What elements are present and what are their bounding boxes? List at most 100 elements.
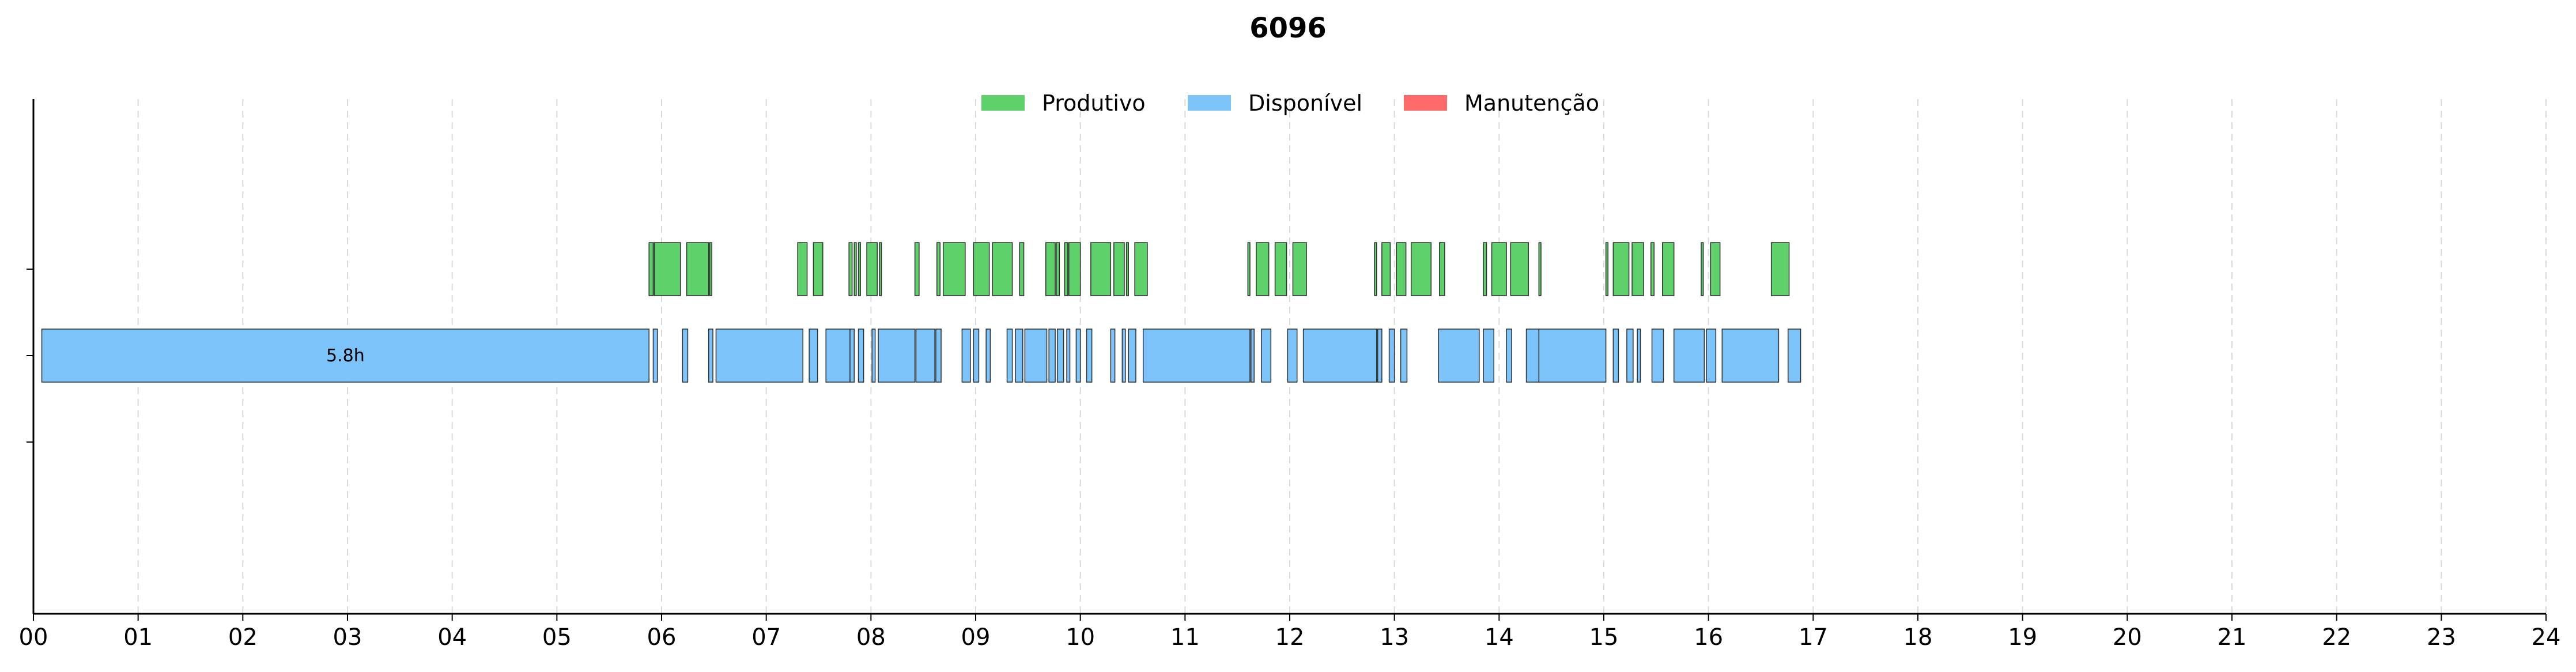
bar-produtivo xyxy=(1701,242,1704,296)
bar-produtivo xyxy=(1056,242,1060,296)
x-tick-label: 14 xyxy=(1485,624,1514,651)
bar-produtivo xyxy=(848,242,853,296)
bar-disponível xyxy=(878,329,916,383)
bar-produtivo xyxy=(879,242,882,296)
bar-disponível xyxy=(1483,329,1494,383)
bar-produtivo xyxy=(1274,242,1287,296)
bar-disponível xyxy=(1128,329,1136,383)
bar-produtivo xyxy=(1381,242,1391,296)
x-tick-label: 10 xyxy=(1066,624,1095,651)
bar-produtivo xyxy=(1292,242,1307,296)
x-tick-label: 02 xyxy=(228,624,258,651)
x-tick-label: 13 xyxy=(1380,624,1409,651)
bar-disponível xyxy=(849,329,855,383)
bar-disponível xyxy=(1024,329,1048,383)
bar-disponível xyxy=(1706,329,1717,383)
bar-disponível xyxy=(708,329,713,383)
bar-disponível xyxy=(1438,329,1480,383)
x-tick-label: 09 xyxy=(961,624,991,651)
bar-disponível xyxy=(1110,329,1116,383)
bar-produtivo xyxy=(1396,242,1407,296)
x-tick-label: 06 xyxy=(647,624,677,651)
bar-disponível xyxy=(1525,329,1540,383)
bar-produtivo xyxy=(1068,242,1081,296)
bar-disponível xyxy=(1626,329,1634,383)
bar-disponível xyxy=(1142,329,1251,383)
bar-disponível xyxy=(1506,329,1512,383)
bar-disponível xyxy=(1261,329,1272,383)
x-tick-label: 00 xyxy=(19,624,48,651)
bar-produtivo xyxy=(1247,242,1251,296)
bar-disponível xyxy=(1787,329,1801,383)
x-ticks: 00 01 02 03 04 05 06 07 08 09 10 11 12 13 14 15 16 17 18 19… xyxy=(19,614,2561,651)
bar-disponível xyxy=(1377,329,1383,383)
x-tick-label: 20 xyxy=(2113,624,2142,651)
bar-disponível xyxy=(1400,329,1408,383)
x-tick-label: 16 xyxy=(1694,624,1723,651)
bar-duration-label: 5.8h xyxy=(326,346,365,366)
legend-label: Manutenção xyxy=(1464,90,1599,116)
legend-swatch-manutenção xyxy=(1404,95,1447,111)
bar-disponível xyxy=(1048,329,1056,383)
x-tick-label: 24 xyxy=(2532,624,2561,651)
x-tick-label: 11 xyxy=(1170,624,1200,651)
legend: Produtivo Disponível Manutenção xyxy=(981,90,1599,116)
bar-disponível xyxy=(1251,329,1255,383)
bar-disponível xyxy=(985,329,991,383)
bar-disponível xyxy=(973,329,980,383)
bar-produtivo xyxy=(1134,242,1148,296)
bar-produtivo xyxy=(1064,242,1068,296)
legend-swatch-produtivo xyxy=(981,95,1025,111)
bar-produtivo xyxy=(914,242,920,296)
x-tick-label: 08 xyxy=(856,624,886,651)
bar-disponível xyxy=(652,329,658,383)
legend-label: Produtivo xyxy=(1042,90,1146,116)
bar-disponível xyxy=(1612,329,1619,383)
bar-produtivo xyxy=(1538,242,1542,296)
bar-disponível xyxy=(1121,329,1126,383)
bar-produtivo xyxy=(648,242,654,296)
bar-disponível xyxy=(1651,329,1664,383)
bar-produtivo xyxy=(1256,242,1270,296)
bar-produtivo xyxy=(1770,242,1790,296)
bar-disponível xyxy=(1075,329,1081,383)
bar-produtivo xyxy=(1510,242,1529,296)
bar-produtivo xyxy=(1710,242,1721,296)
bar-disponível xyxy=(961,329,971,383)
y-ticks xyxy=(27,269,33,443)
bar-produtivo xyxy=(654,242,681,296)
bar-disponível xyxy=(1302,329,1377,383)
bar-produtivo xyxy=(686,242,709,296)
bar-produtivo xyxy=(942,242,966,296)
bar-produtivo xyxy=(1410,242,1432,296)
x-tick-label: 23 xyxy=(2427,624,2456,651)
bar-produtivo xyxy=(1045,242,1056,296)
bar-produtivo xyxy=(1374,242,1377,296)
bar-disponível xyxy=(1538,329,1607,383)
bar-produtivo xyxy=(1491,242,1507,296)
chart-title: 6096 xyxy=(1249,12,1327,44)
bar-produtivo xyxy=(1125,242,1129,296)
bar-disponível xyxy=(915,329,935,383)
legend-label: Disponível xyxy=(1248,90,1362,116)
bar-disponível xyxy=(1287,329,1298,383)
bar-disponível xyxy=(825,329,851,383)
bars-layer: 5.8h xyxy=(41,242,1801,383)
x-tick-label: 12 xyxy=(1275,624,1305,651)
bar-produtivo xyxy=(1113,242,1125,296)
bar-produtivo xyxy=(973,242,990,296)
bar-produtivo xyxy=(709,242,712,296)
bar-disponível xyxy=(1006,329,1013,383)
x-tick-label: 21 xyxy=(2218,624,2247,651)
bar-produtivo xyxy=(866,242,878,296)
bar-produtivo xyxy=(1483,242,1487,296)
bar-disponível xyxy=(1056,329,1064,383)
bar-disponível xyxy=(1721,329,1780,383)
bar-disponível xyxy=(1086,329,1093,383)
bar-disponível xyxy=(1637,329,1641,383)
bar-disponível xyxy=(809,329,818,383)
bar-produtivo xyxy=(1090,242,1112,296)
bar-produtivo xyxy=(992,242,1013,296)
x-tick-label: 04 xyxy=(437,624,467,651)
x-tick-label: 01 xyxy=(123,624,153,651)
